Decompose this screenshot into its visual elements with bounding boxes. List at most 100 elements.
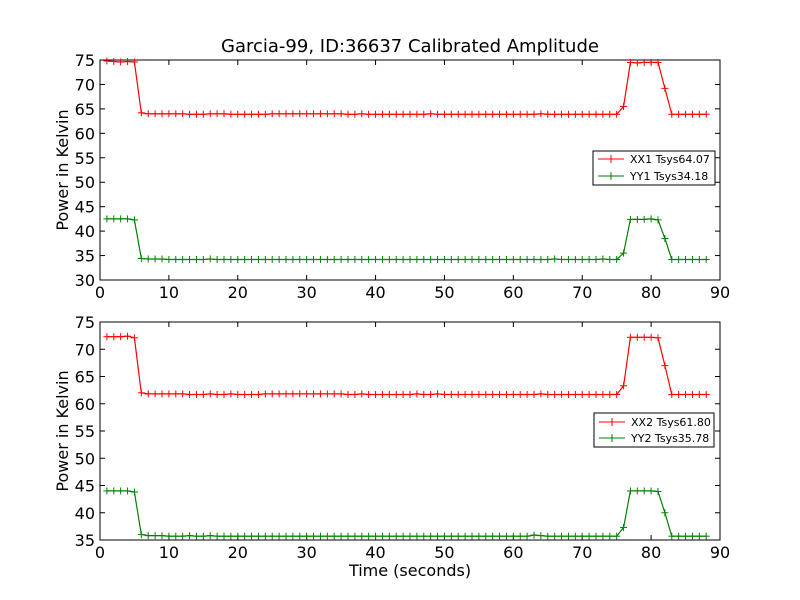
top-series-2-point — [275, 255, 283, 263]
bottom-series-1-point — [179, 390, 187, 398]
bottom-series-1-point — [626, 333, 634, 341]
top-series-2-point — [344, 255, 352, 263]
top-series-1-point — [275, 110, 283, 118]
top-series-2-point — [468, 255, 476, 263]
chart-title: Garcia-99, ID:36637 Calibrated Amplitude — [221, 36, 599, 57]
top-x-tick-label: 40 — [365, 283, 385, 302]
bottom-series-2-point — [599, 532, 607, 540]
top-series-2-point — [668, 255, 676, 263]
top-series-2-point — [337, 255, 345, 263]
bottom-series-1-point — [413, 390, 421, 398]
top-series-2-point — [158, 255, 166, 263]
bottom-series-1-point — [640, 333, 648, 341]
top-series-1-point — [585, 110, 593, 118]
top-series-2-point — [613, 255, 621, 263]
top-series-2-point — [633, 215, 641, 223]
bottom-y-tick-label: 70 — [75, 340, 95, 359]
bottom-series-1-point — [482, 390, 490, 398]
top-series-1-point — [544, 110, 552, 118]
bottom-series-1-point — [330, 390, 338, 398]
bottom-x-tick-label: 70 — [572, 543, 592, 562]
top-series-1-point — [261, 110, 269, 118]
top-legend-box — [592, 150, 716, 186]
bottom-series-1-point — [544, 390, 552, 398]
top-series-group — [103, 57, 710, 263]
bottom-series-2-point — [489, 532, 497, 540]
top-series-1-point — [454, 110, 462, 118]
bottom-series-2-point — [454, 532, 462, 540]
bottom-series-2-point — [179, 532, 187, 540]
top-series-2-point — [199, 255, 207, 263]
bottom-series-1-point — [509, 390, 517, 398]
top-axis-ticks: 0 10 20 30 40 50 60 70 80 90 30 35 40 45 50 55 60 65 70 75 — [75, 51, 731, 302]
top-series-1-point — [137, 109, 145, 117]
bottom-series-1-point — [220, 390, 228, 398]
bottom-series-2-point — [606, 532, 614, 540]
top-series-2-point — [165, 255, 173, 263]
top-series-1-point — [599, 110, 607, 118]
top-series-2-point — [310, 255, 318, 263]
bottom-series-1-point — [613, 390, 621, 398]
top-series-1-point — [289, 110, 297, 118]
bottom-series-1-point — [344, 390, 352, 398]
bottom-series-1-point — [675, 390, 683, 398]
top-series-1-point — [434, 110, 442, 118]
top-series-2-point — [606, 255, 614, 263]
bottom-series-1-point — [192, 390, 200, 398]
top-y-tick-label: 55 — [75, 149, 95, 168]
top-series-1-point — [420, 110, 428, 118]
top-series-1-point — [248, 110, 256, 118]
bottom-series-1-point — [385, 390, 393, 398]
top-series-2-point — [261, 255, 269, 263]
bottom-series-1-point — [303, 390, 311, 398]
top-series-1-point — [620, 102, 628, 110]
top-series-2-point — [489, 255, 497, 263]
top-x-tick-label: 20 — [228, 283, 248, 302]
top-series-2-point — [454, 255, 462, 263]
bottom-series-1-point — [289, 390, 297, 398]
top-series-1-point — [378, 110, 386, 118]
bottom-series-1-point — [468, 390, 476, 398]
bottom-series-2-point — [137, 531, 145, 539]
bottom-series-1-point — [151, 390, 159, 398]
top-series-2-point — [502, 255, 510, 263]
top-series-2-point — [447, 255, 455, 263]
top-series-2-point — [365, 255, 373, 263]
top-series-2-point — [440, 255, 448, 263]
bottom-series-1-point — [475, 390, 483, 398]
top-series-2-point — [378, 255, 386, 263]
bottom-series-1-point — [440, 390, 448, 398]
top-y-tick-label: 40 — [75, 222, 95, 241]
top-series-1-point — [351, 110, 359, 118]
bottom-series-2-point — [544, 532, 552, 540]
top-series-1-point — [413, 110, 421, 118]
top-series-2-point — [558, 255, 566, 263]
bottom-series-2-point — [537, 532, 545, 540]
bottom-subplot: 0 10 20 30 40 50 60 70 80 90 35 40 45 50 55 60 65 70 75 Po… — [53, 313, 730, 580]
bottom-series-2-point — [447, 532, 455, 540]
bottom-series-1-point — [323, 390, 331, 398]
top-series-1-point — [117, 58, 125, 66]
top-series-1-point — [592, 110, 600, 118]
bottom-series-2-point — [558, 532, 566, 540]
bottom-series-2-point — [675, 532, 683, 540]
bottom-series-1-point — [137, 389, 145, 397]
top-series-2-point — [496, 255, 504, 263]
bottom-series-1-point — [695, 390, 703, 398]
bottom-series-1-point — [275, 390, 283, 398]
bottom-series-1-point — [434, 390, 442, 398]
bottom-series-2-point — [392, 532, 400, 540]
top-x-tick-label: 10 — [159, 283, 179, 302]
top-series-1-point — [399, 110, 407, 118]
bottom-series-1-point — [206, 390, 214, 398]
bottom-legend-box — [593, 412, 715, 448]
top-series-2-point — [661, 234, 669, 242]
bottom-series-2-point — [268, 532, 276, 540]
top-series-1-point — [571, 110, 579, 118]
top-series-2-point — [220, 255, 228, 263]
bottom-series-1-point — [268, 390, 276, 398]
bottom-series-2-point — [523, 532, 531, 540]
bottom-series-2-point — [688, 532, 696, 540]
top-series-1-point — [268, 110, 276, 118]
bottom-series-2-point — [427, 532, 435, 540]
